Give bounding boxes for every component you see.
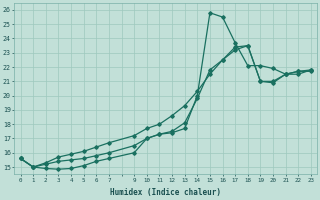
- X-axis label: Humidex (Indice chaleur): Humidex (Indice chaleur): [110, 188, 221, 197]
